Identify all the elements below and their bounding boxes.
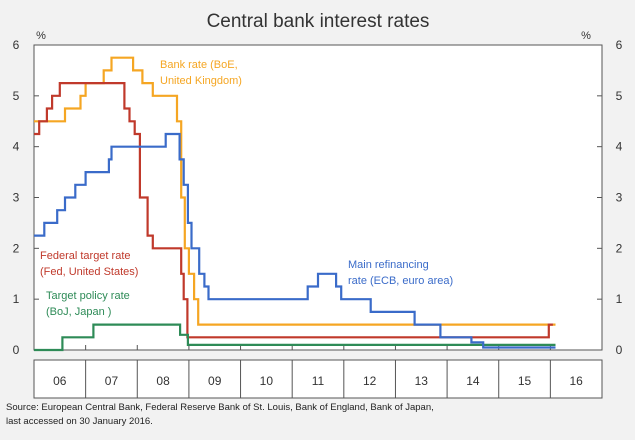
series-line-3 — [34, 132, 556, 349]
y-tick-label-right: 3 — [616, 191, 623, 205]
y-tick-label-left: 0 — [13, 343, 20, 357]
x-tick-label: 16 — [570, 374, 584, 388]
y-tick-label-left: 4 — [13, 140, 20, 154]
y-tick-label-right: 5 — [616, 89, 623, 103]
x-tick-label: 13 — [415, 374, 429, 388]
series-label-2-line-0: Target policy rate — [46, 290, 130, 302]
x-tick-label: 14 — [466, 374, 480, 388]
y-tick-label-left: 6 — [13, 38, 20, 52]
source-line-2: last accessed on 30 January 2016. — [6, 416, 153, 427]
series-label-0-line-1: United Kingdom) — [160, 75, 242, 87]
y-tick-label-right: 1 — [616, 292, 623, 306]
source-line-1: Source: European Central Bank, Federal R… — [6, 402, 434, 413]
x-tick-label: 09 — [208, 374, 222, 388]
x-tick-label: 07 — [105, 374, 119, 388]
series-line-0 — [34, 56, 556, 326]
x-axis-band — [33, 359, 603, 399]
x-tick-label: 15 — [518, 374, 532, 388]
series-label-1-line-1: (Fed, United States) — [40, 266, 138, 278]
y-axis-unit-left: % — [36, 30, 46, 42]
y-tick-label-left: 5 — [13, 89, 20, 103]
series-labels: Bank rate (BoE, United Kingdom) Federal ta… — [40, 59, 453, 318]
source-note: Source: European Central Bank, Federal R… — [6, 401, 606, 429]
x-tick-label: 08 — [156, 374, 170, 388]
series-label-3-line-1: rate (ECB, euro area) — [348, 275, 453, 287]
y-axis-unit-right: % — [581, 30, 591, 42]
y-tick-label-left: 3 — [13, 191, 20, 205]
chart-title: Central bank interest rates — [207, 11, 430, 32]
series-label-1-line-0: Federal target rate — [40, 250, 131, 262]
y-tick-label-left: 1 — [13, 292, 20, 306]
series-line-1 — [34, 82, 553, 339]
x-tick-label: 06 — [53, 374, 67, 388]
x-axis-ticks: 06 07 08 09 10 11 12 13 14 15 16 — [53, 345, 583, 398]
y-tick-label-right: 4 — [616, 140, 623, 154]
y-axis-ticks: 0 0 1 1 2 2 3 3 4 4 5 5 6 6 — [13, 38, 623, 357]
series-label-0-line-0: Bank rate (BoE, — [160, 59, 238, 71]
y-tick-label-right: 0 — [616, 343, 623, 357]
y-tick-label-right: 6 — [616, 38, 623, 52]
x-tick-label: 12 — [363, 374, 377, 388]
y-tick-label-left: 2 — [13, 241, 20, 255]
series-line-2 — [34, 323, 556, 352]
series-lines — [34, 56, 556, 352]
series-label-2-line-1: (BoJ, Japan ) — [46, 306, 111, 318]
x-tick-label: 10 — [260, 374, 274, 388]
y-tick-label-right: 2 — [616, 241, 623, 255]
series-label-3-line-0: Main refinancing — [348, 259, 429, 271]
x-tick-label: 11 — [312, 374, 325, 388]
plot-area — [33, 44, 603, 351]
